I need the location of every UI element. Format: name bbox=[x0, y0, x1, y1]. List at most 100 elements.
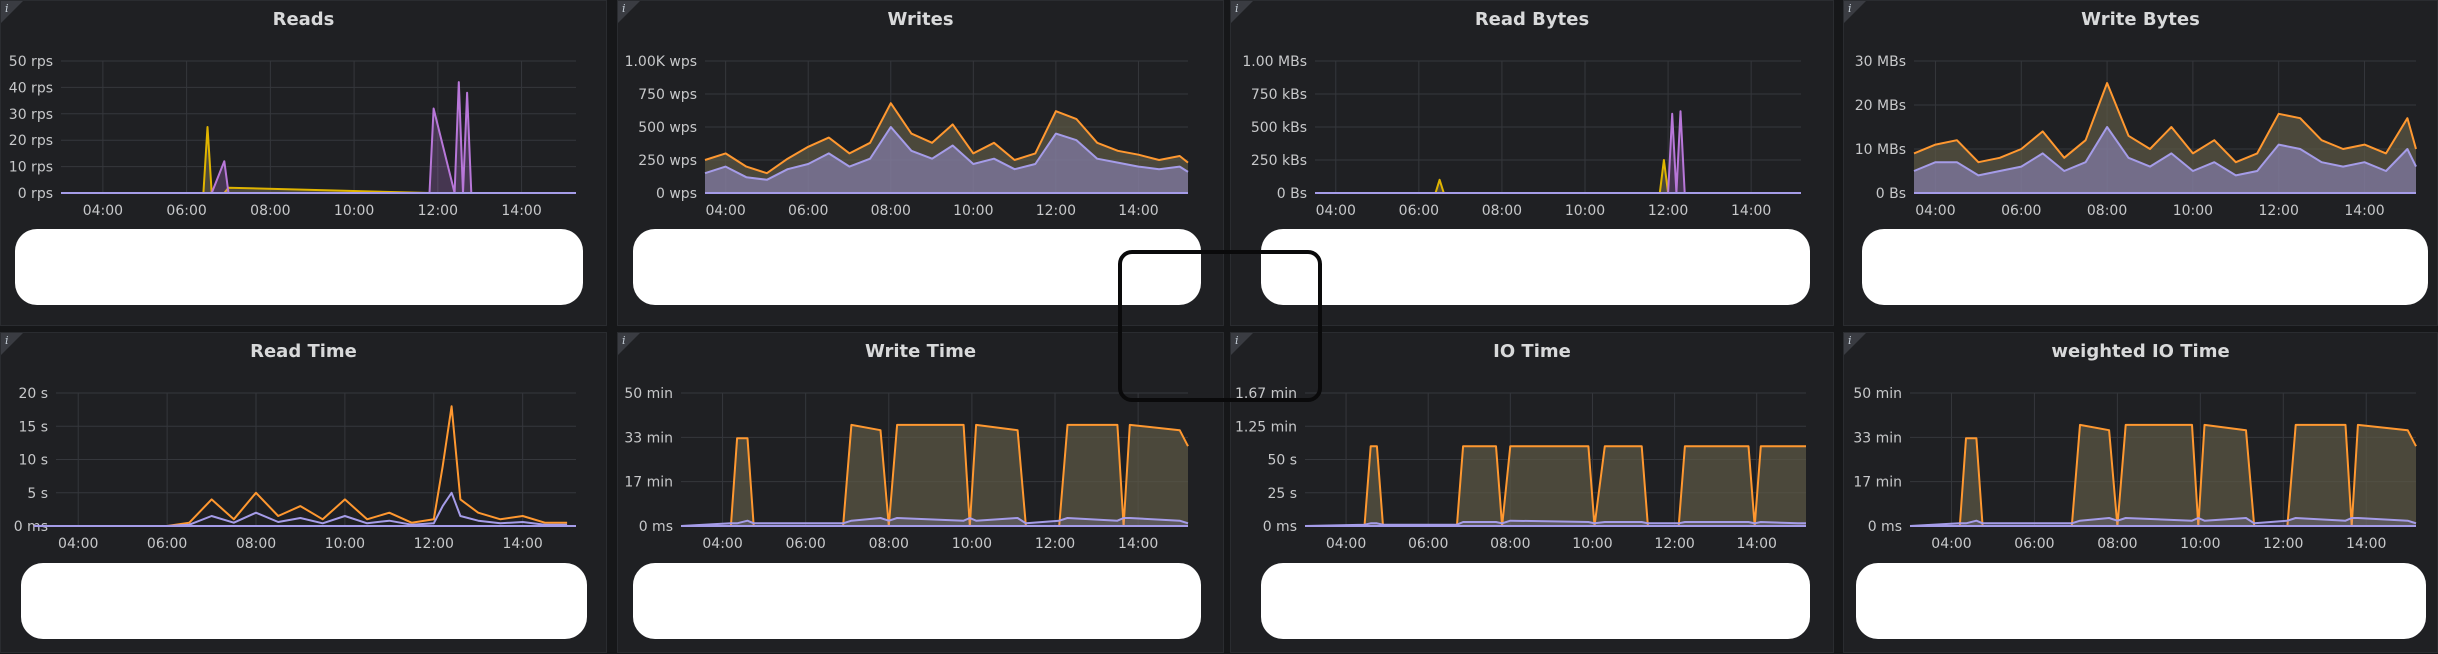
info-corner bbox=[1, 1, 23, 23]
x-tick-label: 14:00 bbox=[502, 536, 542, 552]
series-line bbox=[1913, 126, 2417, 177]
x-tick-label: 06:00 bbox=[2014, 536, 2054, 552]
series-line bbox=[704, 126, 1189, 181]
x-tick-label: 10:00 bbox=[1572, 536, 1612, 552]
x-tick-label: 14:00 bbox=[2346, 536, 2386, 552]
x-tick-label: 04:00 bbox=[1915, 203, 1955, 219]
panel-weighted-io-time: i weighted IO Time 0 ms 17 min 33 min 50 mi… bbox=[1843, 332, 2438, 653]
panel-title: Writes bbox=[887, 9, 954, 30]
y-tick-label: 1.25 min bbox=[1235, 419, 1297, 435]
series-area bbox=[81, 82, 472, 193]
panel-title: Reads bbox=[272, 9, 335, 30]
info-icon[interactable]: i bbox=[622, 2, 626, 15]
y-tick-label: 0 Bs bbox=[1277, 186, 1307, 202]
panel-title: weighted IO Time bbox=[2051, 341, 2230, 362]
y-tick-label: 33 min bbox=[624, 430, 673, 446]
y-tick-label: 0 ms bbox=[1263, 519, 1297, 535]
chart-read-time: 0 ms 5 s 10 s 15 s 20 s 04:00 06:00 08:00 10:00 1… bbox=[14, 386, 576, 552]
x-tick-label: 14:00 bbox=[1118, 536, 1158, 552]
series-line bbox=[33, 405, 568, 527]
info-icon[interactable]: i bbox=[1848, 334, 1852, 347]
x-tick-label: 06:00 bbox=[147, 536, 187, 552]
series-area bbox=[681, 424, 1188, 526]
x-tick-label: 10:00 bbox=[325, 536, 365, 552]
x-tick-label: 12:00 bbox=[2263, 536, 2303, 552]
y-tick-label: 30 MBs bbox=[1855, 54, 1906, 70]
y-tick-label: 1.00 MBs bbox=[1242, 54, 1307, 70]
y-tick-label: 250 kBs bbox=[1251, 153, 1307, 169]
x-tick-label: 12:00 bbox=[2259, 203, 2299, 219]
y-tick-label: 0 Bs bbox=[1876, 186, 1906, 202]
info-icon[interactable]: i bbox=[5, 2, 9, 15]
y-tick-label: 17 min bbox=[624, 475, 673, 491]
panel-read-bytes: i Read Bytes 0 Bs 250 kBs 500 kBs 750 kBs 1.… bbox=[1230, 0, 1834, 326]
x-tick-label: 04:00 bbox=[83, 203, 123, 219]
x-tick-label: 08:00 bbox=[250, 203, 290, 219]
info-icon[interactable]: i bbox=[1235, 334, 1239, 347]
series-line bbox=[1304, 519, 1806, 527]
y-tick-label: 500 kBs bbox=[1251, 120, 1307, 136]
x-tick-label: 08:00 bbox=[869, 536, 909, 552]
series-area bbox=[1910, 424, 2416, 526]
info-corner bbox=[1, 333, 23, 355]
x-tick-label: 04:00 bbox=[1931, 536, 1971, 552]
x-tick-label: 12:00 bbox=[414, 536, 454, 552]
x-tick-label: 08:00 bbox=[1490, 536, 1530, 552]
x-tick-label: 14:00 bbox=[1118, 203, 1158, 219]
info-icon[interactable]: i bbox=[1235, 2, 1239, 15]
x-tick-label: 12:00 bbox=[1648, 203, 1688, 219]
y-tick-label: 17 min bbox=[1853, 475, 1902, 491]
panel-read-time: i Read Time 0 ms 5 s 10 s 15 s 20 s 04:00 06:0… bbox=[0, 332, 607, 653]
panel-title: Read Bytes bbox=[1474, 9, 1590, 30]
info-icon[interactable]: i bbox=[622, 334, 626, 347]
legend-box bbox=[1261, 229, 1810, 305]
info-icon[interactable]: i bbox=[5, 334, 9, 347]
panel-io-time: i IO Time 0 ms 25 s 50 s 1.25 min 1.67 min 04… bbox=[1230, 332, 1834, 653]
x-tick-label: 08:00 bbox=[2097, 536, 2137, 552]
x-tick-label: 10:00 bbox=[334, 203, 374, 219]
legend-box bbox=[15, 229, 583, 305]
x-tick-label: 14:00 bbox=[1737, 536, 1777, 552]
y-tick-label: 0 rps bbox=[18, 186, 53, 202]
panel-write-time: i Write Time 0 ms 17 min 33 min 50 min 04:00… bbox=[617, 332, 1224, 653]
x-tick-label: 06:00 bbox=[785, 536, 825, 552]
x-tick-label: 12:00 bbox=[418, 203, 458, 219]
series-line bbox=[81, 81, 473, 194]
info-corner bbox=[618, 333, 640, 355]
x-tick-label: 04:00 bbox=[705, 203, 745, 219]
series-line bbox=[81, 126, 472, 194]
y-tick-label: 250 wps bbox=[638, 153, 697, 169]
chart-read-bytes: 0 Bs 250 kBs 500 kBs 750 kBs 1.00 MBs 04:00 06… bbox=[1242, 54, 1801, 219]
panel-reads: i Reads 0 rps 10 rps 20 rps 30 rps 40 rps 50 … bbox=[0, 0, 607, 326]
info-icon[interactable]: i bbox=[1848, 2, 1852, 15]
y-tick-label: 10 rps bbox=[9, 160, 53, 176]
x-tick-label: 14:00 bbox=[1731, 203, 1771, 219]
x-tick-label: 08:00 bbox=[1482, 203, 1522, 219]
series-area bbox=[1914, 83, 2416, 193]
series-area bbox=[705, 127, 1188, 193]
y-tick-label: 50 min bbox=[624, 386, 673, 402]
series-line bbox=[33, 491, 568, 527]
series-line bbox=[1909, 517, 2417, 527]
panel-writes: i Writes 0 wps 250 wps 500 wps 750 wps 1.00K… bbox=[617, 0, 1224, 326]
y-tick-label: 0 wps bbox=[656, 186, 697, 202]
x-tick-label: 06:00 bbox=[166, 203, 206, 219]
chart-write-time: 0 ms 17 min 33 min 50 min 04:00 06:00 08:00 10:… bbox=[624, 386, 1189, 552]
y-tick-label: 1.00K wps bbox=[625, 54, 697, 70]
legend-box bbox=[1862, 229, 2428, 305]
series-area bbox=[1305, 520, 1806, 526]
series-line bbox=[681, 423, 1189, 527]
x-tick-label: 08:00 bbox=[2087, 203, 2127, 219]
info-corner bbox=[1844, 1, 1866, 23]
x-tick-label: 04:00 bbox=[58, 536, 98, 552]
series-line bbox=[704, 102, 1189, 175]
y-tick-label: 20 MBs bbox=[1855, 98, 1906, 114]
series-area bbox=[1914, 127, 2416, 193]
legend-box bbox=[21, 563, 587, 639]
x-tick-label: 14:00 bbox=[501, 203, 541, 219]
y-tick-label: 33 min bbox=[1853, 430, 1902, 446]
series-line bbox=[1305, 445, 1806, 527]
x-tick-label: 06:00 bbox=[1399, 203, 1439, 219]
chart-weighted-io-time: 0 ms 17 min 33 min 50 min 04:00 06:00 08:00 10:… bbox=[1853, 386, 2417, 552]
